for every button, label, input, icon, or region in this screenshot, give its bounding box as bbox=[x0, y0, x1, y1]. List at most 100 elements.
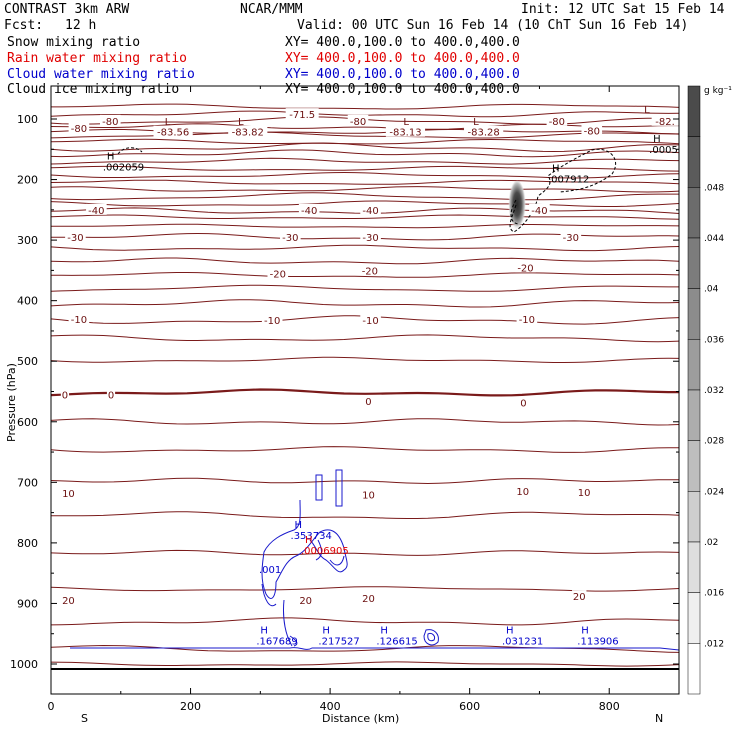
isotherm-line bbox=[51, 257, 679, 265]
isotherm-label-bg bbox=[298, 203, 320, 215]
isotherm-label-bg bbox=[347, 114, 369, 126]
high-marker: H bbox=[322, 626, 330, 637]
isotherm-label-bg bbox=[68, 312, 90, 324]
low-marker: L bbox=[165, 117, 171, 128]
field-name-cloud-ice: Cloud ice mixing ratio bbox=[7, 82, 179, 97]
colorbar-swatch bbox=[687, 85, 701, 137]
isotherm-label: -83.13 bbox=[389, 128, 421, 139]
plot-frame bbox=[50, 85, 680, 695]
isotherm-label-bg bbox=[464, 125, 504, 137]
high-marker: H bbox=[380, 626, 388, 637]
model-title: CONTRAST 3km ARW bbox=[4, 2, 129, 17]
cloud-water-contour bbox=[423, 629, 439, 646]
colorbar-swatch bbox=[687, 440, 701, 492]
high-marker: H bbox=[653, 134, 661, 145]
fcst-label: Fcst: bbox=[4, 18, 43, 33]
field-name-cloud-water: Cloud water mixing ratio bbox=[7, 67, 195, 82]
isotherm-label: -80 bbox=[71, 124, 87, 135]
isotherm-label: -20 bbox=[362, 266, 378, 277]
y-tick-label: 600 bbox=[17, 416, 38, 429]
colorbar-tick-label: .048 bbox=[704, 183, 724, 193]
isotherm-line bbox=[51, 477, 679, 485]
extremum-value: .217527 bbox=[318, 637, 359, 648]
extremum-value: .0006905 bbox=[301, 546, 349, 557]
isotherm-label: 10 bbox=[362, 490, 375, 501]
isotherm-line bbox=[51, 549, 679, 556]
org-label: NCAR/MMM bbox=[240, 2, 303, 17]
isotherm-line bbox=[51, 418, 679, 426]
isotherm-line bbox=[51, 123, 679, 130]
isotherm-label-bg bbox=[364, 395, 373, 407]
cloud-water-contour bbox=[427, 633, 435, 642]
isotherm-line bbox=[51, 661, 679, 667]
isotherm-label-bg bbox=[385, 125, 426, 137]
isotherm-label-bg bbox=[576, 486, 592, 498]
cloud-ice-contour bbox=[510, 199, 519, 225]
isotherm-label: 20 bbox=[573, 592, 586, 603]
colorbar-swatch bbox=[687, 237, 701, 289]
isotherm-line bbox=[51, 103, 679, 110]
colorbar-tick-label: .016 bbox=[704, 589, 724, 599]
cloud-water-contour bbox=[261, 499, 348, 599]
isotherm-label: -40 bbox=[531, 206, 547, 217]
isotherm-line bbox=[51, 171, 679, 179]
high-marker: H bbox=[581, 626, 589, 637]
isotherm-label: -10 bbox=[362, 316, 378, 327]
isotherm-label-bg bbox=[61, 487, 76, 499]
isotherm-label-bg bbox=[572, 590, 587, 602]
extremum-value: .031231 bbox=[502, 637, 543, 648]
isotherm-line bbox=[51, 192, 679, 201]
isotherm-line bbox=[51, 446, 679, 453]
isotherm-label-bg bbox=[106, 388, 116, 400]
isotherm-line bbox=[51, 388, 679, 397]
y-axis-label: Pressure (hPa) bbox=[5, 363, 18, 442]
x-tick-label: 200 bbox=[180, 700, 201, 713]
isotherm-label-bg bbox=[529, 203, 550, 215]
colorbar-tick-label: .012 bbox=[704, 639, 724, 649]
y-tick-label: 800 bbox=[17, 537, 38, 550]
low-marker: L bbox=[473, 117, 479, 128]
x-tick-label: 0 bbox=[48, 700, 55, 713]
isotherm-label-bg bbox=[228, 125, 268, 137]
fcst-value: 12 h bbox=[65, 18, 96, 33]
x-tick-label: 400 bbox=[320, 700, 341, 713]
isotherm-label: -80 bbox=[584, 127, 600, 138]
colorbar: .012 .016 .02 .024 .028 .032 .036 .04 .044 .048 bbox=[687, 85, 724, 695]
isotherm-line bbox=[51, 511, 679, 519]
isotherm-label: 20 bbox=[362, 594, 375, 605]
isotherm-label-bg bbox=[61, 593, 76, 605]
y-tick-label: 900 bbox=[17, 597, 38, 610]
isotherm-line bbox=[51, 272, 679, 278]
isotherm-line bbox=[51, 186, 679, 193]
isotherm-label: 10 bbox=[578, 488, 591, 499]
x-end-label-right: N bbox=[655, 712, 663, 725]
isotherm-line bbox=[51, 299, 679, 308]
cloud-water-contour bbox=[70, 647, 679, 651]
colorbar-swatch bbox=[687, 187, 701, 239]
isotherm-label: -20 bbox=[517, 263, 533, 274]
isotherm-label: 0 bbox=[365, 397, 371, 408]
cloud-water-contour bbox=[261, 583, 277, 607]
valid-time: Valid: 00 UTC Sun 16 Feb 14 (10 ChT Sun … bbox=[297, 18, 688, 33]
isotherm-line bbox=[51, 157, 679, 165]
isotherm-label: -20 bbox=[270, 269, 286, 280]
isotherm-label-bg bbox=[86, 203, 107, 215]
isotherm-label-bg bbox=[60, 388, 70, 400]
isotherm-label: -30 bbox=[563, 233, 579, 244]
colorbar-tick-label: .032 bbox=[704, 386, 724, 396]
field-xy-cloud-ice: XY= 400.0,100.0 to 400.0,400.0 bbox=[285, 82, 520, 97]
y-tick-label: 1000 bbox=[10, 658, 38, 671]
field-xy-snow: XY= 400.0,100.0 to 400.0,400.0 bbox=[285, 35, 520, 50]
isotherm-label-bg bbox=[65, 231, 86, 243]
isotherm-label-bg bbox=[516, 312, 538, 324]
x-tick-label: 600 bbox=[459, 700, 480, 713]
field-name-rain: Rain water mixing ratio bbox=[7, 51, 187, 66]
y-tick-label: 700 bbox=[17, 476, 38, 489]
high-marker: H bbox=[552, 164, 560, 175]
isotherm-label: -82. bbox=[655, 117, 675, 128]
colorbar-tick-label: .036 bbox=[704, 335, 724, 345]
isotherm-line bbox=[51, 200, 679, 207]
isotherm-label-bg bbox=[515, 261, 536, 273]
isotherm-label-bg bbox=[285, 108, 319, 120]
plot-area bbox=[51, 103, 679, 670]
